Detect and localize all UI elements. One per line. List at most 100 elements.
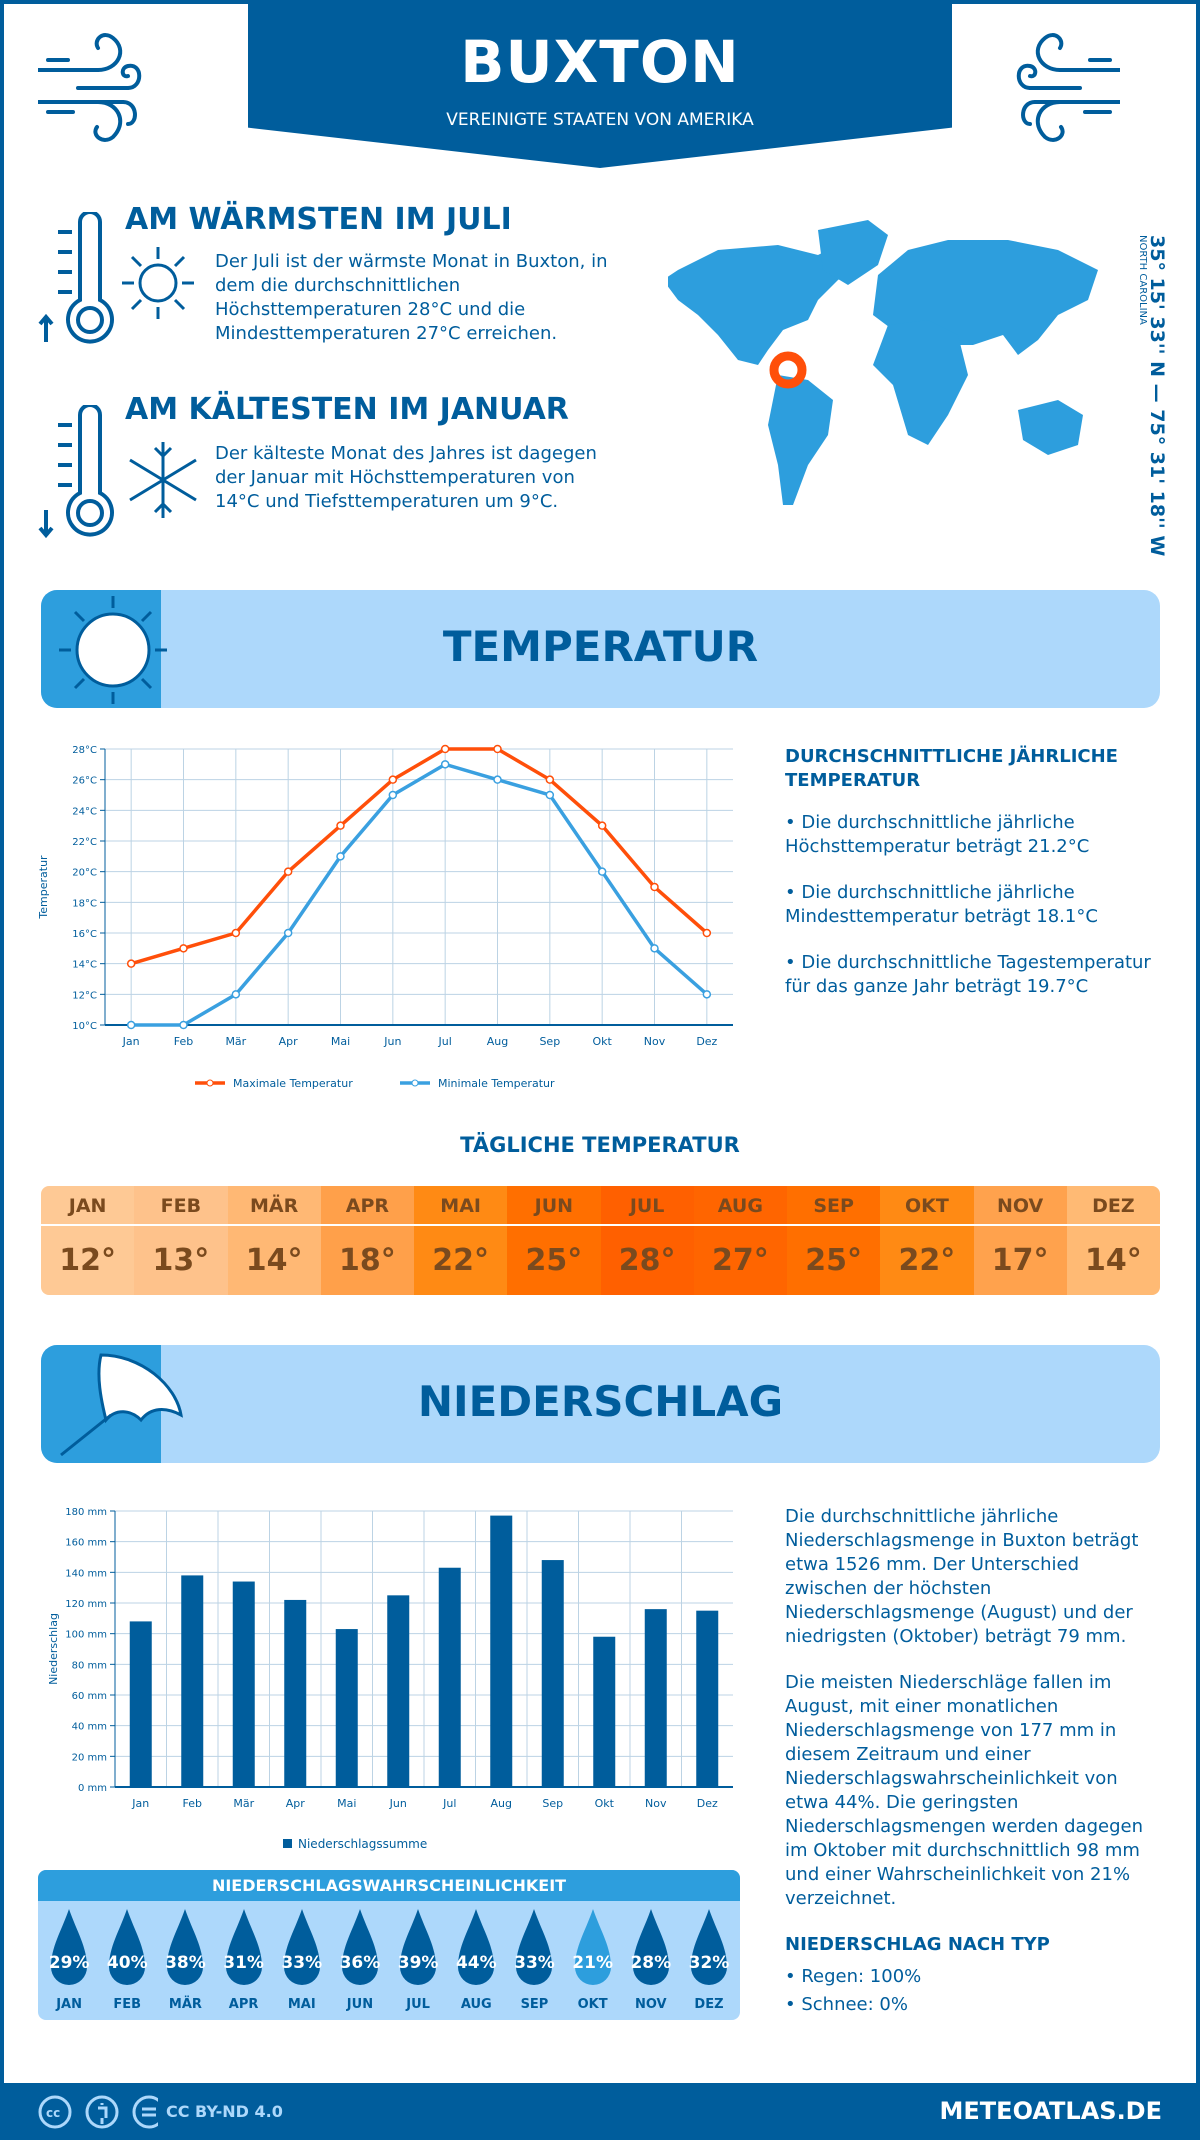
raindrop-icon — [516, 1909, 553, 1985]
summary-bullet: • Die durchschnittliche Tagestemperatur … — [785, 952, 1151, 997]
probability-title: NIEDERSCHLAGSWAHRSCHEINLICHKEIT — [38, 1870, 740, 1901]
thermometer-up-icon — [38, 212, 114, 344]
probability-drop: 38% MÄR — [156, 1901, 214, 2020]
y-tick-label: 28°C — [72, 745, 97, 756]
data-point — [440, 760, 450, 769]
data-point — [388, 790, 398, 800]
legend-marker — [206, 1079, 214, 1087]
x-tick-label: Feb — [183, 1797, 202, 1810]
temperature-summary-title: DURCHSCHNITTLICHE JÄHRLICHE TEMPERATUR — [785, 746, 1118, 791]
raindrop-icon — [574, 1909, 611, 1985]
sun-icon — [59, 596, 167, 704]
x-tick-label: Mär — [225, 1035, 246, 1048]
raindrop-icon — [109, 1909, 146, 1985]
coordinates-block: 35° 15' 33'' N — 75° 31' 18'' W — [1128, 235, 1168, 556]
title-banner: BUXTON VEREINIGTE STAATEN VON AMERIKA — [248, 0, 952, 168]
warmest-title: AM WÄRMSTEN IM JULI — [125, 202, 512, 237]
temperature-summary: DURCHSCHNITTLICHE JÄHRLICHE TEMPERATUR •… — [785, 745, 1155, 1021]
location-marker — [769, 351, 807, 389]
y-axis-label: Temperatur — [37, 855, 50, 920]
data-point — [179, 1020, 188, 1030]
precipitation-text-2: Die meisten Niederschläge fallen im Augu… — [785, 1672, 1143, 1909]
x-tick-label: Aug — [491, 1797, 512, 1810]
temp-value: 18° — [339, 1243, 396, 1278]
precipitation-bar — [644, 1609, 667, 1787]
x-tick-label: Dez — [697, 1797, 718, 1810]
probability-value: 38% — [165, 1953, 206, 1973]
data-point — [126, 1020, 136, 1030]
precipitation-heading: NIEDERSCHLAG — [417, 1377, 784, 1426]
probability-value: 44% — [455, 1953, 497, 1973]
raindrop-icon — [632, 1909, 669, 1985]
data-point — [283, 867, 293, 876]
thermometer-down-icon — [38, 405, 114, 539]
daily-temp-column: JAN 12° — [41, 1186, 135, 1295]
x-tick-label: Jun — [389, 1797, 407, 1810]
x-tick-label: Feb — [174, 1035, 193, 1048]
temp-value: 14° — [1085, 1243, 1142, 1278]
y-tick-label: 14°C — [72, 960, 97, 971]
by-icon — [85, 2095, 119, 2129]
probability-drop: 28% NOV — [622, 1901, 680, 2020]
y-tick-label: 0 mm — [78, 1783, 107, 1794]
data-point — [179, 944, 188, 953]
data-point — [440, 744, 450, 754]
month-label: JUN — [346, 1997, 374, 2012]
y-tick-label: 20 mm — [72, 1752, 107, 1763]
month-label: MAI — [287, 1997, 316, 2012]
daily-temp-column: MAI 22° — [414, 1186, 508, 1295]
y-tick-label: 60 mm — [72, 1691, 107, 1702]
precipitation-bar — [181, 1575, 204, 1787]
footer: cc CC BY-ND 4.0 METEOATLAS.DE — [0, 2083, 1200, 2140]
cc-license-icons: cc — [38, 2095, 158, 2129]
raindrop-icon — [51, 1909, 87, 1985]
probability-value: 36% — [339, 1953, 381, 1973]
data-point — [283, 928, 293, 938]
x-tick-label: Okt — [592, 1035, 612, 1048]
temperature-banner: TEMPERATUR — [41, 590, 1160, 708]
license-label: CC BY-ND 4.0 — [166, 2102, 283, 2121]
raindrop-icon — [458, 1909, 495, 1985]
summary-bullet: • Die durchschnittliche jährliche Höchst… — [785, 812, 1090, 857]
probability-value: 29% — [48, 1953, 90, 1973]
month-label: JAN — [56, 1997, 82, 2012]
series-line-min — [131, 762, 708, 1027]
daily-temp-column: APR 18° — [320, 1186, 414, 1295]
probability-drop: 21% OKT — [564, 1901, 622, 2020]
x-tick-label: Apr — [279, 1035, 299, 1048]
probability-drop: 31% APR — [215, 1901, 273, 2020]
nd-icon — [132, 2095, 158, 2129]
data-point — [336, 821, 345, 830]
data-point — [650, 944, 659, 953]
x-tick-label: Nov — [644, 1035, 666, 1048]
precipitation-text-1: Die durchschnittliche jährliche Niedersc… — [785, 1506, 1139, 1647]
data-point — [231, 990, 241, 999]
month-label: JUN — [507, 1186, 601, 1226]
precipitation-bar — [593, 1636, 616, 1787]
y-tick-label: 180 mm — [65, 1507, 107, 1518]
data-point — [126, 959, 136, 968]
coldest-text: Der kälteste Monat des Jahres ist dagege… — [215, 443, 597, 512]
warmest-text: Der Juli ist der wärmste Monat in Buxton… — [215, 251, 608, 344]
x-tick-label: Jan — [122, 1035, 140, 1048]
x-tick-label: Sep — [542, 1797, 563, 1810]
precipitation-banner: NIEDERSCHLAG — [41, 1345, 1160, 1463]
x-tick-label: Mär — [233, 1797, 254, 1810]
month-label: SEP — [520, 1997, 549, 2012]
legend-label: Maximale Temperatur — [233, 1077, 353, 1090]
raindrop-icon — [283, 1909, 320, 1985]
precipitation-bar — [438, 1567, 461, 1787]
temp-value: 12° — [59, 1243, 116, 1278]
precipitation-probability-panel: NIEDERSCHLAGSWAHRSCHEINLICHKEIT 29% JAN 40… — [38, 1870, 740, 2020]
legend-label: Niederschlagssumme — [298, 1837, 427, 1851]
y-tick-label: 100 mm — [65, 1630, 107, 1641]
wind-icon — [1016, 33, 1120, 142]
precip-type-rain: • Regen: 100% — [785, 1966, 922, 1987]
y-axis-label: Niederschlag — [47, 1613, 60, 1685]
data-point — [597, 867, 607, 876]
site-link[interactable]: METEOATLAS.DE — [939, 2097, 1162, 2125]
precipitation-bar — [232, 1581, 255, 1787]
data-point — [702, 928, 712, 938]
temperature-heading: TEMPERATUR — [442, 622, 759, 671]
daily-temp-column: JUL 28° — [600, 1186, 694, 1295]
